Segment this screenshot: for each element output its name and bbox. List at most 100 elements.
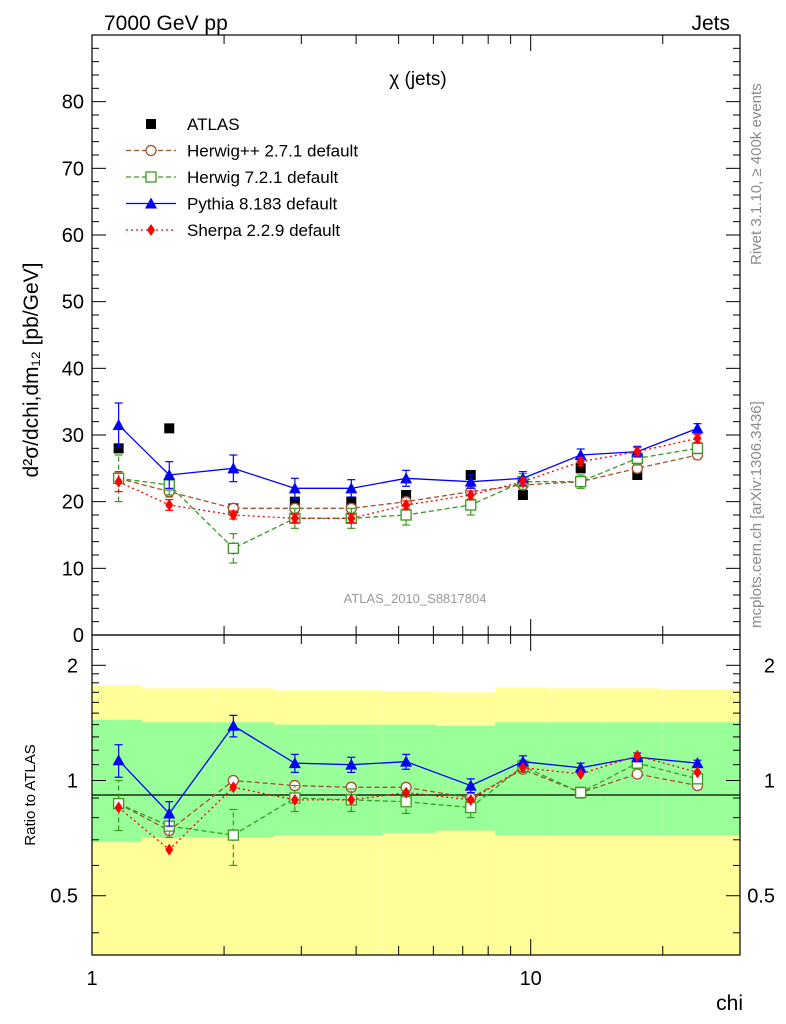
green-band-segment bbox=[495, 722, 549, 836]
data-point bbox=[347, 793, 356, 806]
green-band-segment bbox=[548, 722, 608, 836]
ratio-axis-ticks: 0.5 0.5 1 1 2 2 bbox=[50, 648, 775, 934]
series-line bbox=[118, 755, 698, 851]
y-tick-label: 10 bbox=[62, 558, 84, 580]
green-band-segment bbox=[214, 722, 275, 838]
data-point bbox=[227, 542, 240, 554]
x-axis-label: chi bbox=[716, 992, 743, 1015]
data-point bbox=[633, 445, 642, 458]
y-tick-label: 60 bbox=[62, 225, 84, 247]
legend-marker bbox=[146, 119, 156, 129]
data-point bbox=[164, 423, 175, 434]
ratio-bands bbox=[92, 685, 740, 955]
data-point bbox=[289, 496, 300, 507]
watermark: ATLAS_2010_S8817804 bbox=[344, 591, 487, 606]
ratio-y-label: Ratio to ATLAS bbox=[22, 744, 39, 845]
data-point bbox=[112, 419, 125, 430]
data-point bbox=[227, 719, 240, 731]
chart-title: χ (jets) bbox=[389, 69, 446, 90]
main-y-label: d²σ/dchi,dm₁₂ [pb/GeV] bbox=[20, 263, 43, 478]
legend: ATLAS Herwig++ 2.7.1 default Herwig 7.2.1 … bbox=[126, 115, 358, 240]
data-point bbox=[165, 499, 174, 511]
green-band-segment bbox=[382, 724, 437, 833]
main-axis-ticks: 0 10 20 30 40 50 60 70 80 bbox=[62, 47, 740, 647]
ratio-tick-label-right: 2 bbox=[764, 655, 775, 677]
data-point bbox=[114, 475, 123, 488]
data-point bbox=[227, 462, 240, 474]
legend-label: Herwig++ 2.7.1 default bbox=[187, 142, 358, 161]
data-point bbox=[518, 475, 527, 488]
data-point bbox=[288, 482, 301, 494]
green-band-segment bbox=[141, 722, 215, 838]
mcplots-label: mcplots.cern.ch [arXiv:1306.3436] bbox=[748, 401, 765, 628]
data-point bbox=[691, 422, 704, 434]
legend-item: Pythia 8.183 default bbox=[126, 195, 338, 214]
green-band-segment bbox=[274, 724, 326, 836]
data-point bbox=[345, 482, 358, 494]
data-point bbox=[465, 499, 477, 511]
legend-label: ATLAS bbox=[187, 115, 240, 134]
data-point bbox=[345, 758, 358, 770]
data-point bbox=[518, 761, 527, 774]
data-point bbox=[693, 766, 702, 779]
data-point bbox=[574, 761, 587, 773]
ratio-tick-label-right: 1 bbox=[764, 771, 775, 793]
data-point bbox=[114, 801, 123, 814]
data-point bbox=[632, 470, 643, 480]
legend-label: Sherpa 2.2.9 default bbox=[187, 221, 340, 240]
data-point bbox=[466, 489, 475, 501]
data-point bbox=[290, 512, 299, 525]
ratio-tick-label-right: 0.5 bbox=[747, 886, 775, 908]
data-point bbox=[227, 829, 240, 841]
data-point bbox=[402, 499, 411, 511]
data-point bbox=[400, 755, 413, 767]
ratio-tick-label: 1 bbox=[67, 771, 78, 793]
y-tick-label: 20 bbox=[62, 492, 84, 514]
main-series bbox=[112, 402, 704, 564]
data-point bbox=[576, 455, 585, 468]
header-left: 7000 GeV pp bbox=[104, 12, 228, 35]
y-tick-label: 30 bbox=[62, 425, 84, 447]
data-point bbox=[464, 779, 477, 791]
data-point bbox=[400, 509, 412, 521]
x-tick-label: 10 bbox=[520, 968, 542, 990]
y-tick-label: 70 bbox=[62, 158, 84, 180]
y-tick-label: 0 bbox=[73, 625, 84, 647]
data-point bbox=[163, 807, 176, 819]
data-point bbox=[466, 793, 475, 806]
y-tick-label: 40 bbox=[62, 358, 84, 380]
rivet-label: Rivet 3.1.10, ≥ 400k events bbox=[748, 83, 765, 265]
data-point bbox=[576, 767, 585, 780]
ratio-panel: 0.5 0.5 1 1 2 2 Ratio to ATLAS bbox=[22, 634, 775, 956]
main-panel: 0 10 20 30 40 50 60 70 80 χ (jets) ATLAS_2010_S8… bbox=[20, 34, 741, 647]
data-point bbox=[633, 749, 642, 762]
legend-marker bbox=[145, 171, 157, 183]
main-series-sherpa bbox=[114, 432, 702, 525]
data-point bbox=[575, 463, 586, 474]
header-right: Jets bbox=[691, 12, 730, 35]
legend-marker bbox=[145, 144, 157, 157]
data-point bbox=[631, 768, 643, 780]
green-band-segment bbox=[325, 724, 383, 836]
data-point bbox=[693, 432, 702, 445]
data-point bbox=[112, 754, 125, 766]
legend-label: Pythia 8.183 default bbox=[187, 195, 338, 214]
data-point bbox=[691, 442, 704, 454]
ratio-frame bbox=[91, 634, 741, 956]
x-tick-label: 1 bbox=[86, 968, 97, 990]
data-point bbox=[165, 843, 174, 856]
data-point bbox=[401, 490, 412, 500]
legend-marker bbox=[145, 197, 157, 209]
data-point bbox=[229, 781, 238, 794]
data-point bbox=[400, 472, 413, 484]
data-point bbox=[575, 476, 587, 488]
data-point bbox=[691, 757, 704, 769]
ratio-series bbox=[112, 714, 704, 867]
legend-item: Sherpa 2.2.9 default bbox=[126, 221, 340, 240]
data-point bbox=[290, 793, 299, 806]
series-line bbox=[118, 762, 698, 836]
y-tick-label: 80 bbox=[62, 92, 84, 114]
ratio-tick-label: 2 bbox=[67, 655, 78, 677]
legend-item: Herwig 7.2.1 default bbox=[126, 168, 338, 187]
